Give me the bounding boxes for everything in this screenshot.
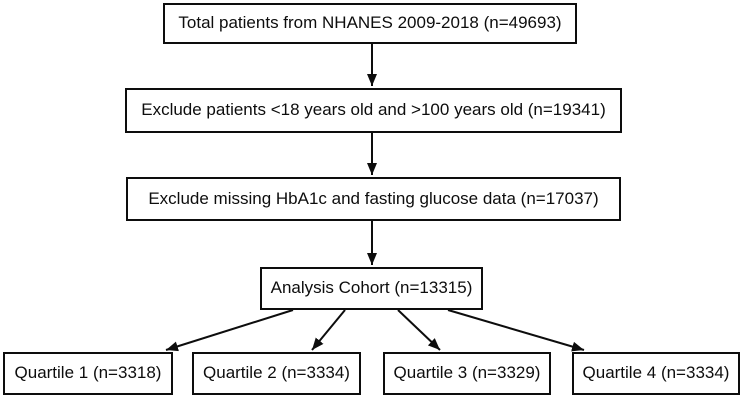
node-exclude-missing-data: Exclude missing HbA1c and fasting glucos… [126, 177, 621, 221]
node-quartile-1: Quartile 1 (n=3318) [3, 352, 173, 395]
node-exclude-age: Exclude patients <18 years old and >100 … [125, 88, 622, 133]
node-analysis-cohort: Analysis Cohort (n=13315) [260, 267, 483, 310]
arrow-analysis-to-quartile-2 [311, 309, 346, 351]
arrow-analysis-to-quartile-3 [397, 309, 441, 351]
node-quartile-3: Quartile 3 (n=3329) [383, 352, 551, 395]
arrow-analysis-to-quartile-1 [165, 309, 294, 352]
node-total-patients: Total patients from NHANES 2009-2018 (n=… [163, 3, 577, 44]
arrow-analysis-to-quartile-4 [447, 309, 585, 352]
node-quartile-4: Quartile 4 (n=3334) [572, 352, 740, 395]
node-quartile-2: Quartile 2 (n=3334) [192, 352, 361, 395]
